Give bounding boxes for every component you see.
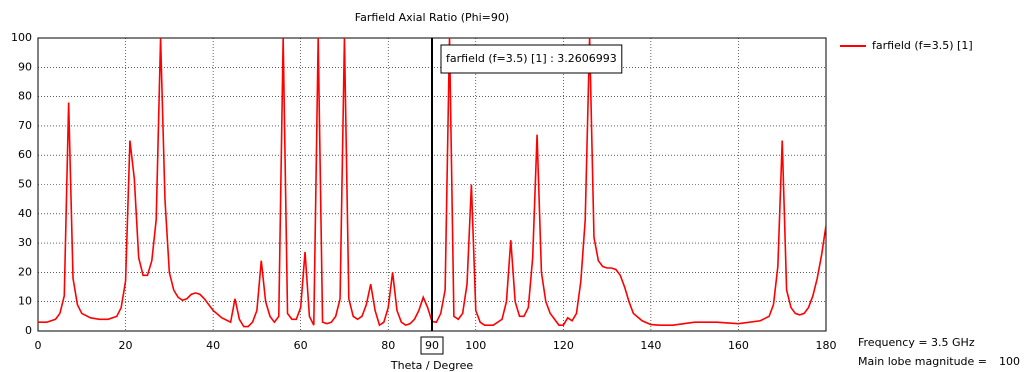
marker-label: farfield (f=3.5) [1] : 3.2606993 bbox=[446, 52, 617, 65]
x-tick-label: 180 bbox=[816, 339, 837, 352]
y-tick-label: 0 bbox=[25, 324, 32, 337]
x-tick-label: 60 bbox=[294, 339, 308, 352]
y-tick-label: 100 bbox=[11, 31, 32, 44]
main-lobe-label: Main lobe magnitude = bbox=[858, 355, 987, 368]
chart-title: Farfield Axial Ratio (Phi=90) bbox=[355, 11, 509, 24]
data-line bbox=[38, 37, 826, 328]
marker-box bbox=[420, 336, 444, 355]
y-tick-label: 50 bbox=[18, 178, 32, 191]
x-axis-label: Theta / Degree bbox=[390, 359, 473, 372]
x-tick-label: 160 bbox=[728, 339, 749, 352]
frequency-info: Frequency = 3.5 GHz bbox=[858, 336, 975, 349]
main-lobe-value: 100 bbox=[999, 355, 1020, 368]
x-tick-label: 40 bbox=[206, 339, 220, 352]
x-tick-label: 120 bbox=[553, 339, 574, 352]
y-tick-label: 10 bbox=[18, 295, 32, 308]
x-tick-label: 100 bbox=[465, 339, 486, 352]
y-tick-label: 40 bbox=[18, 207, 32, 220]
y-tick-label: 20 bbox=[18, 265, 32, 278]
x-tick-label: 20 bbox=[119, 339, 133, 352]
marker-x-label: 90 bbox=[425, 339, 439, 352]
y-tick-label: 30 bbox=[18, 236, 32, 249]
x-tick-label: 140 bbox=[640, 339, 661, 352]
y-tick-label: 60 bbox=[18, 148, 32, 161]
y-tick-label: 90 bbox=[18, 60, 32, 73]
x-tick-label: 80 bbox=[381, 339, 395, 352]
x-tick-label: 0 bbox=[35, 339, 42, 352]
y-tick-label: 70 bbox=[18, 119, 32, 132]
marker-label-box bbox=[440, 44, 623, 74]
legend-label: farfield (f=3.5) [1] bbox=[872, 39, 973, 52]
y-tick-label: 80 bbox=[18, 90, 32, 103]
